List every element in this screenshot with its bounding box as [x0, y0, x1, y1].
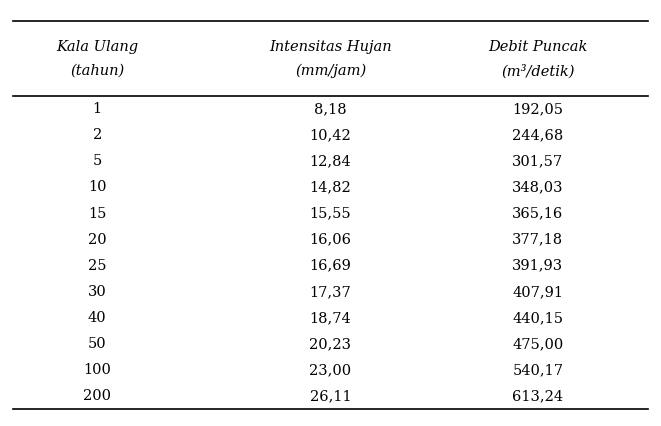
- Text: 25: 25: [88, 259, 106, 273]
- Text: (tahun): (tahun): [70, 64, 124, 78]
- Text: 20,23: 20,23: [309, 337, 352, 351]
- Text: 18,74: 18,74: [309, 311, 352, 325]
- Text: (mm/jam): (mm/jam): [295, 64, 366, 78]
- Text: 301,57: 301,57: [512, 154, 563, 168]
- Text: 1: 1: [93, 102, 102, 116]
- Text: 10: 10: [88, 181, 106, 194]
- Text: 540,17: 540,17: [512, 363, 563, 377]
- Text: 2: 2: [93, 128, 102, 142]
- Text: 192,05: 192,05: [512, 102, 563, 116]
- Text: 17,37: 17,37: [309, 285, 352, 299]
- Text: 100: 100: [83, 363, 111, 377]
- Text: 16,06: 16,06: [309, 233, 352, 247]
- Text: 10,42: 10,42: [309, 128, 352, 142]
- Text: 16,69: 16,69: [309, 259, 352, 273]
- Text: 613,24: 613,24: [512, 389, 563, 403]
- Text: 50: 50: [88, 337, 106, 351]
- Text: Intensitas Hujan: Intensitas Hujan: [269, 40, 392, 54]
- Text: 200: 200: [83, 389, 111, 403]
- Text: Debit Puncak: Debit Puncak: [488, 40, 588, 54]
- Text: 377,18: 377,18: [512, 233, 563, 247]
- Text: 475,00: 475,00: [512, 337, 563, 351]
- Text: 40: 40: [88, 311, 106, 325]
- Text: 365,16: 365,16: [512, 207, 563, 221]
- Text: 440,15: 440,15: [512, 311, 563, 325]
- Text: 26,11: 26,11: [310, 389, 351, 403]
- Text: 14,82: 14,82: [309, 181, 352, 194]
- Text: 5: 5: [93, 154, 102, 168]
- Text: 12,84: 12,84: [309, 154, 352, 168]
- Text: 15,55: 15,55: [310, 207, 351, 221]
- Text: Kala Ulang: Kala Ulang: [56, 40, 138, 54]
- Text: 30: 30: [88, 285, 106, 299]
- Text: 20: 20: [88, 233, 106, 247]
- Text: 348,03: 348,03: [512, 181, 564, 194]
- Text: 8,18: 8,18: [314, 102, 347, 116]
- Text: (m³/detik): (m³/detik): [501, 64, 574, 78]
- Text: 407,91: 407,91: [512, 285, 563, 299]
- Text: 23,00: 23,00: [309, 363, 352, 377]
- Text: 391,93: 391,93: [512, 259, 563, 273]
- Text: 244,68: 244,68: [512, 128, 563, 142]
- Text: 15: 15: [88, 207, 106, 221]
